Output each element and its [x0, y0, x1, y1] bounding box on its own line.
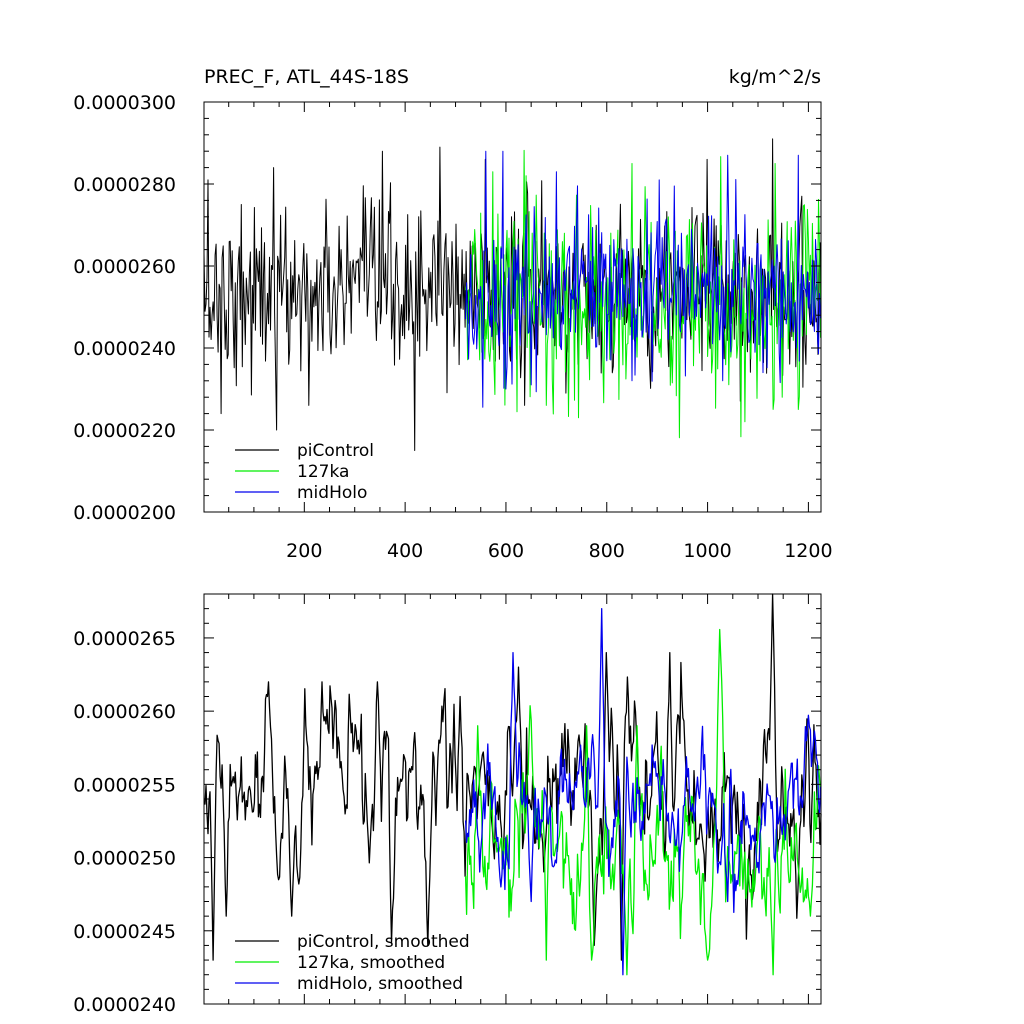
- bottom-y-tick-label: 0.0000245: [73, 921, 176, 943]
- top-y-tick-label: 0.0000300: [73, 92, 176, 114]
- bottom-y-tick-label: 0.0000255: [73, 774, 176, 796]
- bottom-panel-series: [203, 593, 822, 976]
- top-y-tick-label: 0.0000260: [73, 256, 176, 278]
- top-x-tick-label: 1200: [784, 540, 832, 562]
- top-panel-series: [203, 138, 822, 451]
- top-y-tick-label: 0.0000200: [73, 502, 176, 524]
- legend-label-midholo-smoothed: midHolo, smoothed: [297, 974, 463, 994]
- top-series-midholo: [465, 150, 821, 408]
- top-panel-ticks: 200 400 600 800 1000 1200 0.0000200 0.0000220 0.…: [73, 92, 832, 562]
- top-panel-units: kg/m^2/s: [729, 66, 821, 88]
- top-panel: PREC_F, ATL_44S-18S kg/m^2/s 200 400 600 80…: [73, 66, 832, 562]
- top-x-tick-label: 200: [286, 540, 322, 562]
- top-panel-legend: piControl 127ka midHolo: [235, 441, 374, 503]
- bottom-y-tick-label: 0.0000240: [73, 994, 176, 1016]
- top-y-tick-label: 0.0000240: [73, 338, 176, 360]
- top-panel-frame: [203, 101, 822, 513]
- bottom-panel-ticks: 0.0000240 0.0000245 0.0000250 0.0000255 0.00…: [73, 593, 821, 1016]
- top-x-tick-label: 600: [488, 540, 524, 562]
- legend-label-127ka-smoothed: 127ka, smoothed: [297, 953, 445, 973]
- legend-label-picontrol: piControl: [297, 441, 374, 461]
- legend-label-midholo: midHolo: [297, 483, 367, 503]
- bottom-panel-legend: piControl, smoothed 127ka, smoothed midH…: [235, 932, 470, 994]
- bottom-y-tick-label: 0.0000265: [73, 628, 176, 650]
- legend-label-127ka: 127ka: [297, 462, 349, 482]
- legend-label-picontrol-smoothed: piControl, smoothed: [297, 932, 470, 952]
- top-x-tick-label: 1000: [683, 540, 731, 562]
- bottom-series-127ka-smoothed: [464, 628, 822, 976]
- top-panel-title: PREC_F, ATL_44S-18S: [204, 66, 409, 88]
- bottom-y-tick-label: 0.0000250: [73, 848, 176, 870]
- top-y-tick-label: 0.0000220: [73, 420, 176, 442]
- top-y-tick-label: 0.0000280: [73, 174, 176, 196]
- top-x-tick-label: 800: [589, 540, 625, 562]
- bottom-panel: 0.0000240 0.0000245 0.0000250 0.0000255 0.00…: [73, 593, 822, 1016]
- top-x-tick-label: 400: [387, 540, 423, 562]
- bottom-series-midholo-smoothed: [464, 607, 822, 976]
- bottom-y-tick-label: 0.0000260: [73, 701, 176, 723]
- bottom-series-picontrol-smoothed: [203, 593, 822, 961]
